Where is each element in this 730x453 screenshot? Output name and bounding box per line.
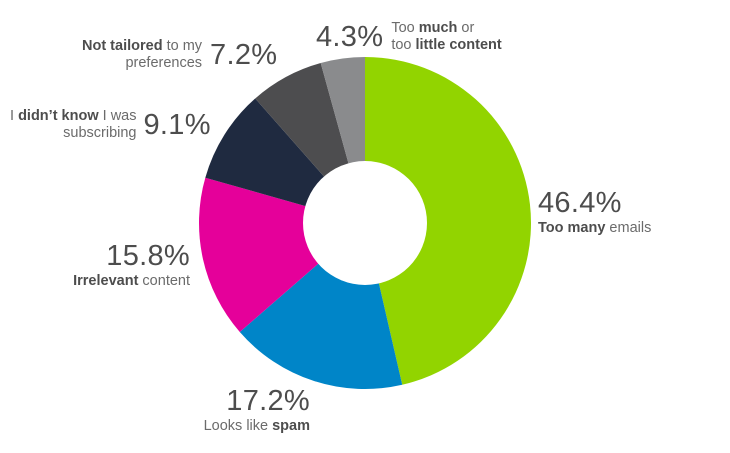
value-not-tailored: 7.2%: [210, 38, 278, 71]
label-too-much-or-little: 4.3% Too much or too little content: [316, 20, 502, 54]
value-too-many-emails: 46.4%: [538, 187, 622, 219]
label-didnt-know: I didn’t know I was subscribing 9.1%: [10, 108, 211, 142]
value-irrelevant: 15.8%: [106, 240, 190, 272]
desc-not-tailored: Not tailored to my preferences: [82, 38, 203, 71]
donut-hole: [303, 161, 427, 285]
label-spam: 17.2% Looks like spam: [190, 385, 310, 435]
slice-too_many: [365, 57, 531, 385]
label-irrelevant: 15.8% Irrelevant content: [56, 240, 190, 290]
desc-too-much-or-little: Too much or too little content: [391, 20, 502, 53]
value-didnt-know: 9.1%: [143, 108, 211, 141]
desc-spam: Looks like spam: [203, 418, 310, 434]
desc-irrelevant: Irrelevant content: [73, 273, 190, 289]
desc-didnt-know: I didn’t know I was subscribing: [10, 108, 137, 141]
label-too-many-emails: 46.4% Too many emails: [538, 187, 651, 237]
label-not-tailored: Not tailored to my preferences 7.2%: [82, 38, 277, 72]
desc-too-many-emails: Too many emails: [538, 220, 652, 236]
value-too-much-or-little: 4.3%: [316, 20, 384, 53]
value-spam: 17.2%: [226, 385, 310, 417]
